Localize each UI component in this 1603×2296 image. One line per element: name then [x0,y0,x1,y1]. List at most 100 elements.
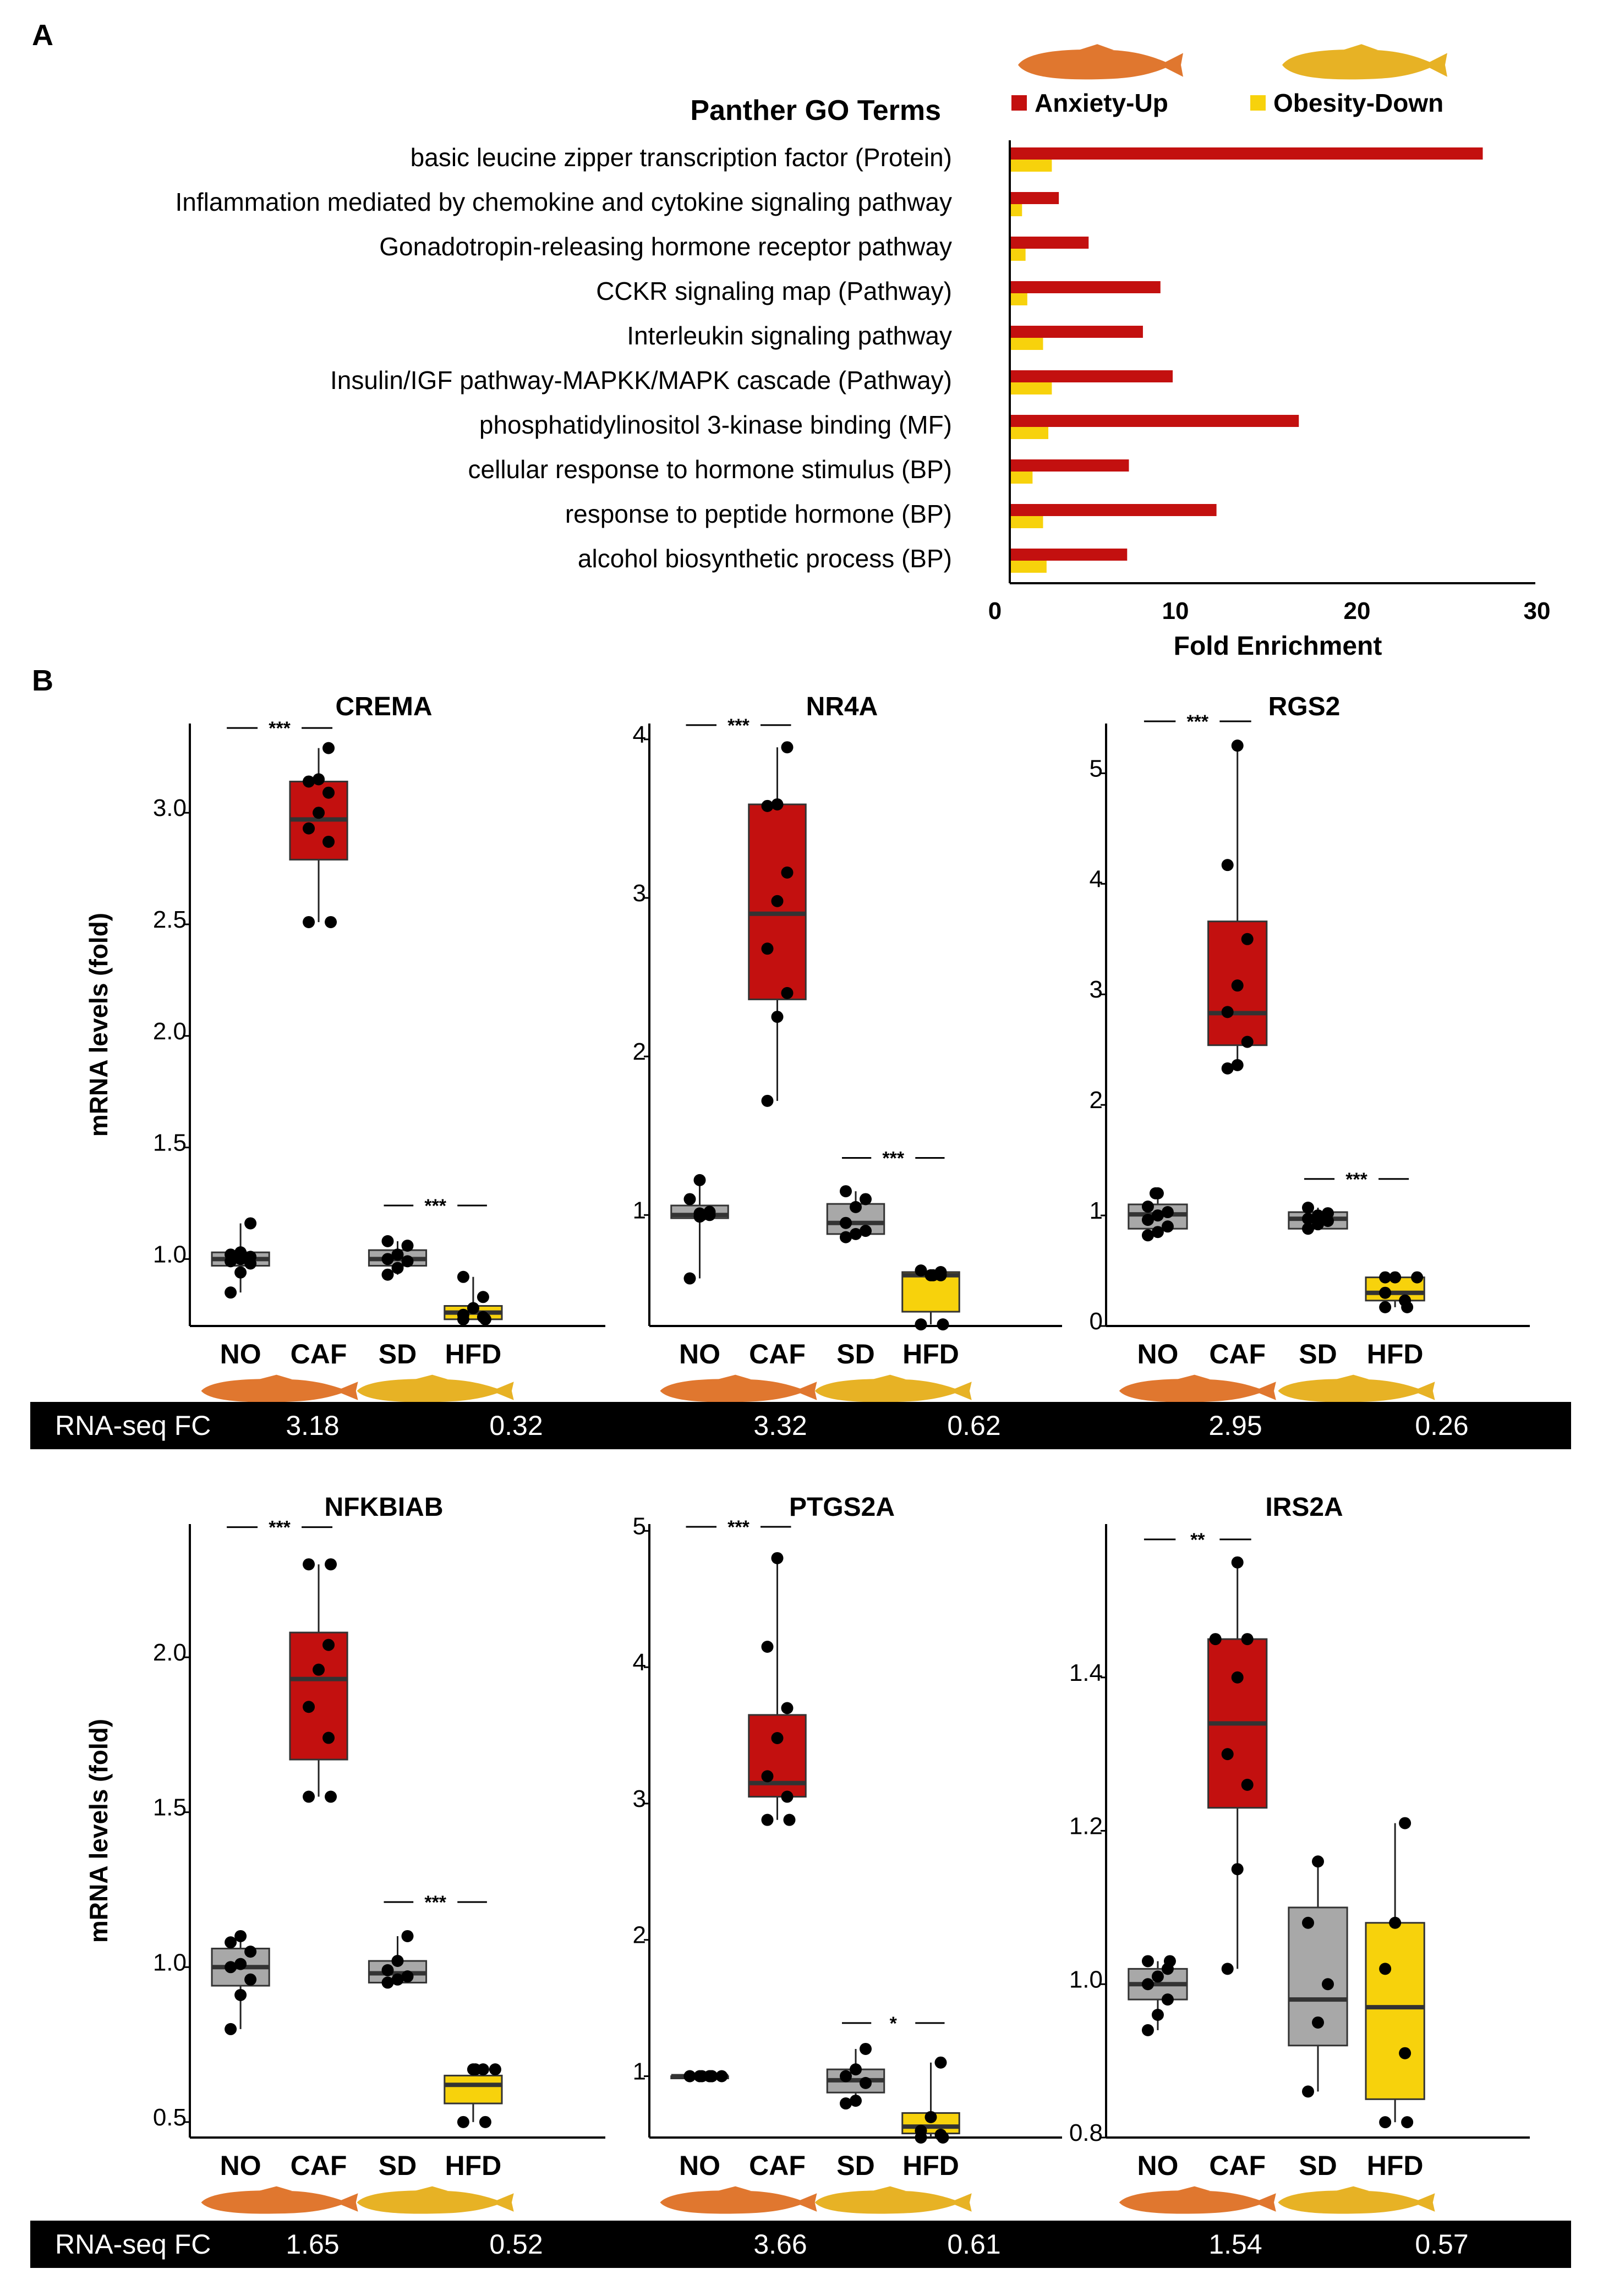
data-point [761,1641,774,1653]
data-point [1221,1748,1234,1761]
data-point [401,1930,414,1942]
data-point [477,1291,489,1303]
y-tick-label: 0.5 [153,2104,187,2131]
data-point [693,2070,706,2083]
data-point [761,1094,774,1107]
data-point [915,2124,927,2137]
data-point [1161,1993,1174,2006]
data-point [381,1253,394,1265]
y-tick-label: 1.4 [1069,1659,1103,1686]
y-tick-label: 1.2 [1069,1813,1103,1840]
significance-stars: *** [1345,1169,1367,1190]
data-point [771,1732,784,1745]
x-group-label: SD [836,2150,874,2181]
data-point [381,1976,394,1989]
panel-label-a: A [32,19,53,52]
orange-fish-icon [660,2186,817,2214]
data-point [683,1272,696,1285]
x-group-label: HFD [902,1339,959,1369]
data-point [1399,1817,1411,1829]
y-tick-label: 1.5 [153,1794,187,1821]
bar-anxiety-up [1010,237,1089,249]
data-point [1141,2024,1154,2036]
y-tick-label: 1.0 [153,1241,187,1268]
data-point [860,2076,872,2089]
rnaseq-value: 3.32 [753,1410,807,1441]
data-point [937,1318,949,1331]
gold-fish-icon [357,1374,514,1402]
orange-fish-icon [201,1374,358,1402]
panel-label-b: B [32,664,53,697]
data-point [391,1248,404,1261]
bar-obesity-down [1010,293,1027,305]
x-group-label: CAF [1209,1339,1266,1369]
gene-title: PTGS2A [789,1493,895,1522]
gold-fish-icon [814,2186,972,2214]
rnaseq-label: RNA-seq FC [55,2229,211,2260]
x-tick-label: 20 [1344,598,1371,624]
data-point [391,1955,404,1968]
significance-stars: *** [1186,711,1208,732]
data-point [322,835,335,848]
gene-title: IRS2A [1265,1493,1343,1522]
rnaseq-value: 3.66 [753,2229,807,2260]
data-point [1209,1633,1222,1646]
rnaseq-value: 0.62 [947,1410,1000,1441]
data-point [840,2070,852,2083]
orange-fish-icon [1119,2186,1276,2214]
go-term-label: cellular response to hormone stimulus (B… [468,455,952,484]
gold-fish-icon [1282,44,1447,80]
gold-fish-icon [814,1374,972,1402]
x-group-label: NO [220,2150,261,2181]
data-point [1141,1229,1154,1242]
data-point [761,1813,774,1826]
data-point [771,895,784,907]
data-point [781,987,794,999]
data-point [234,1266,247,1279]
data-point [850,2063,862,2076]
x-group-label: CAF [1209,2150,1266,2181]
x-group-label: HFD [902,2150,959,2181]
data-point [457,2116,469,2128]
boxplot-panel-nfkbiab: NFKBIAB mRNA levels (fold) 0.5 1.0 1.5 2.0 NO C… [84,1493,605,2214]
boxplot-panel-rgs2: RGS2 0 1 2 3 4 5 NO CAF SD HFD *** *** [1090,692,1530,1402]
data-point [703,2070,716,2083]
box-panels: CREMA mRNA levels (fold) 1.0 1.5 2.0 2.5 3.0 NO… [84,692,1530,2214]
data-point [489,2063,501,2076]
orange-fish-icon [1119,1374,1276,1402]
bar-obesity-down [1010,472,1033,484]
rnaseq-value: 2.95 [1208,1410,1262,1441]
rnaseq-banner [30,1402,1571,1449]
bar-anxiety-up [1010,504,1217,516]
x-group-label: CAF [749,1339,806,1369]
bar-obesity-down [1010,338,1043,350]
bar-obesity-down [1010,561,1047,573]
x-tick-label: 0 [988,598,1002,624]
data-point [322,786,335,799]
go-term-label: Insulin/IGF pathway-MAPKK/MAPK cascade (… [330,366,952,394]
data-point [840,2097,852,2110]
data-point [840,1217,852,1229]
bar-anxiety-up [1010,281,1161,293]
data-point [1221,859,1234,872]
rnaseq-value: 0.26 [1415,1410,1468,1441]
data-point [391,1262,404,1274]
data-point [322,742,335,754]
data-point [860,1193,872,1205]
rnaseq-row: RNA-seq FC 1.65 0.52 3.66 0.61 1.54 0.57 [30,2221,1571,2268]
rnaseq-value: 3.18 [286,1410,339,1441]
significance-stars: * [890,2013,898,2034]
rnaseq-value: 0.57 [1415,2229,1468,2260]
significance-stars: *** [269,718,291,739]
data-point [924,1269,937,1281]
y-tick-label: 5 [1090,755,1103,782]
data-point [1231,1863,1244,1876]
data-point [234,1930,247,1942]
data-point [1312,1855,1324,1868]
data-point [303,822,315,835]
data-point [303,1701,315,1713]
y-tick-label: 1.0 [153,1949,187,1976]
box-caf [289,1631,348,1761]
data-point [479,2116,491,2128]
data-point [1379,1963,1392,1975]
